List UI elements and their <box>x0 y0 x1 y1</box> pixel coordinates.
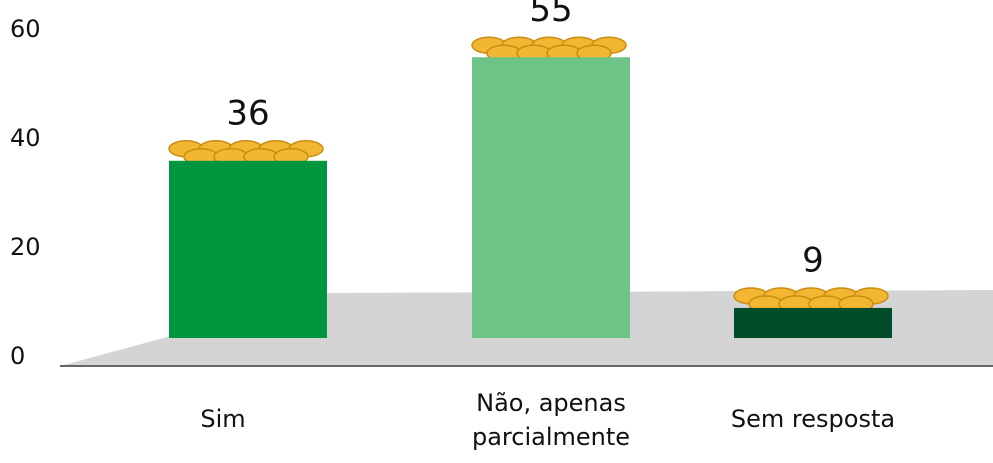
value-label: 36 <box>226 93 269 133</box>
y-tick-label: 60 <box>10 15 41 43</box>
x-tick-label: Sem resposta <box>730 405 896 433</box>
value-label: 9 <box>802 240 824 280</box>
y-tick-label: 0 <box>10 342 25 370</box>
bar <box>169 160 327 338</box>
bar <box>734 307 892 338</box>
bar <box>472 57 630 338</box>
y-tick-label: 40 <box>10 124 41 152</box>
y-tick-label: 20 <box>10 233 41 261</box>
value-label: 55 <box>529 0 572 30</box>
x-tick-label: Não, apenas parcialmente <box>471 389 631 451</box>
x-tick-label: Sim <box>200 405 246 433</box>
